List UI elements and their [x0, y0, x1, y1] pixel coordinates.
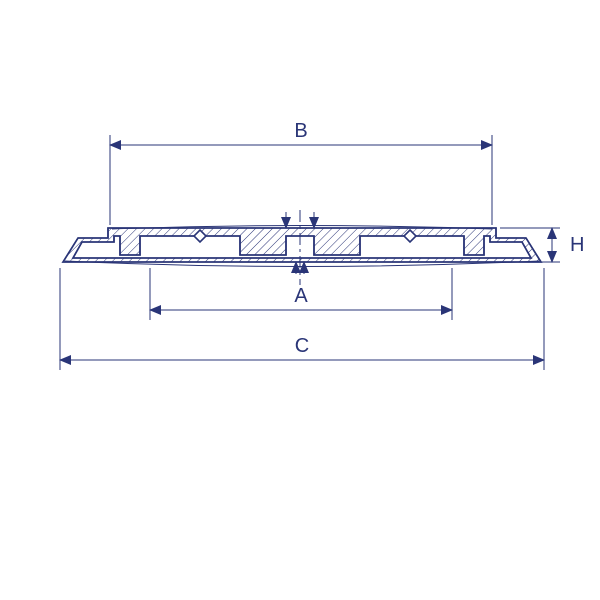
svg-text:A: A [294, 285, 308, 307]
cross-section-diagram: B A C H [0, 0, 600, 600]
svg-text:C: C [295, 335, 309, 357]
svg-text:B: B [294, 120, 307, 142]
svg-text:H: H [570, 234, 584, 256]
